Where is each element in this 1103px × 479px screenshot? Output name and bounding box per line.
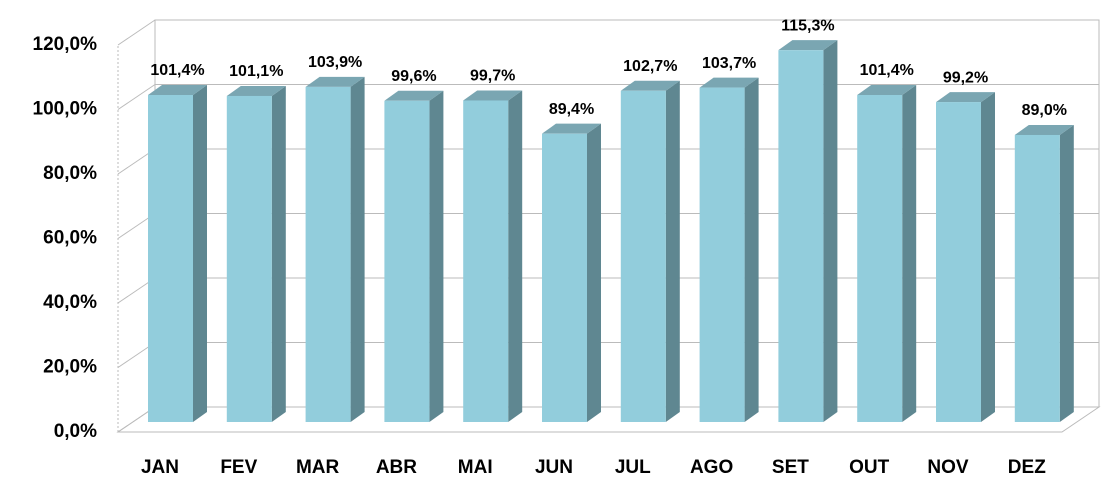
x-tick-label: FEV: [220, 457, 257, 478]
value-label: 101,4%: [150, 62, 204, 79]
value-label: 115,3%: [781, 17, 834, 34]
value-label: 99,6%: [391, 68, 436, 85]
bar-side: [902, 84, 917, 423]
x-tick-label: DEZ: [1008, 457, 1046, 478]
bar-top: [1014, 124, 1074, 135]
y-tick-label: 60,0%: [43, 228, 97, 249]
value-label: 99,2%: [943, 69, 988, 86]
bar-top: [620, 80, 680, 91]
bar-top: [542, 123, 601, 134]
value-label: 103,9%: [308, 54, 362, 71]
bar-side: [193, 84, 207, 423]
x-tick-label: AGO: [690, 457, 733, 478]
y-tick-label: 0,0%: [54, 421, 97, 442]
x-tick-label: JUN: [535, 457, 573, 478]
bar-side: [429, 90, 444, 422]
bar: [1014, 134, 1060, 422]
value-label: 102,7%: [623, 58, 677, 75]
bar: [936, 102, 981, 422]
bar-top: [226, 85, 286, 96]
bar-top: [305, 76, 365, 87]
x-tick-label: OUT: [849, 457, 890, 478]
bar-side: [823, 40, 838, 422]
bar-side: [981, 92, 995, 422]
bar: [384, 100, 430, 422]
y-tick-label: 120,0%: [33, 34, 98, 55]
x-tick-label: NOV: [927, 457, 969, 478]
x-tick-label: JAN: [141, 457, 179, 478]
bar: [699, 87, 745, 422]
y-tick-label: 80,0%: [43, 163, 97, 184]
bar-side: [1059, 124, 1074, 422]
grid-line-side: [117, 19, 156, 46]
bar-top: [384, 90, 444, 101]
bar: [778, 50, 824, 422]
bar-top: [936, 92, 995, 103]
value-label: 101,4%: [860, 62, 914, 79]
bar: [148, 94, 193, 423]
bar-side: [587, 123, 601, 422]
bar: [620, 90, 666, 422]
value-label: 103,7%: [702, 55, 756, 72]
x-tick-label: SET: [772, 457, 809, 478]
bar-side: [508, 90, 523, 422]
x-tick-label: JUL: [615, 457, 651, 478]
bar-top: [857, 84, 917, 95]
bar: [857, 94, 903, 423]
bar-side: [665, 80, 680, 422]
x-tick-label: ABR: [376, 457, 417, 478]
bar-top: [778, 40, 838, 51]
y-tick-label: 20,0%: [43, 357, 97, 378]
value-label: 89,4%: [549, 101, 594, 118]
bar-side: [744, 77, 759, 422]
y-tick-label: 100,0%: [33, 99, 98, 120]
value-label: 99,7%: [470, 68, 515, 85]
bar: [305, 86, 351, 423]
y-tick-label: 40,0%: [43, 292, 97, 313]
bar: [226, 95, 272, 422]
grid-line-side: [117, 84, 156, 110]
bar-top: [463, 90, 523, 101]
bar: [542, 133, 587, 422]
bar: [463, 100, 509, 422]
bar-top: [699, 77, 759, 88]
bar-side: [271, 85, 286, 422]
value-label: 89,0%: [1022, 102, 1067, 119]
x-tick-label: MAR: [296, 457, 340, 478]
value-label: 101,1%: [229, 63, 283, 80]
bar-side: [350, 76, 365, 423]
x-tick-label: MAI: [458, 457, 493, 478]
bar-top: [148, 84, 207, 95]
